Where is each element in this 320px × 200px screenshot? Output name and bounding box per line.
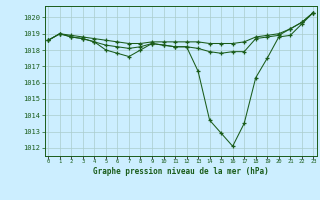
- X-axis label: Graphe pression niveau de la mer (hPa): Graphe pression niveau de la mer (hPa): [93, 167, 269, 176]
